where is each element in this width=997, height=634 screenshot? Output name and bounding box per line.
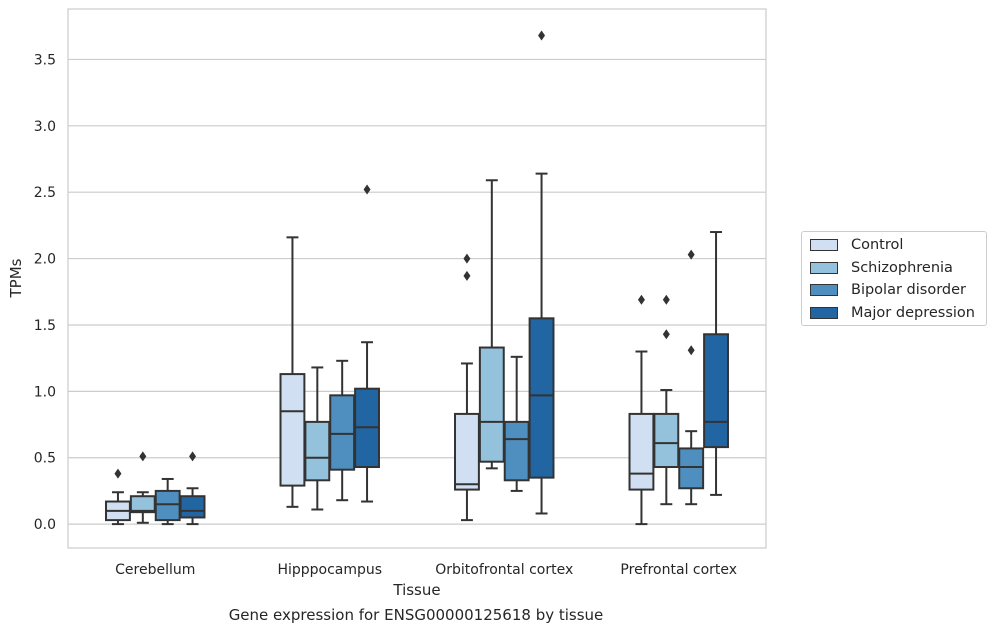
box-group — [454, 253, 480, 522]
box-marks — [105, 30, 729, 526]
box-group — [354, 184, 380, 503]
legend: Control Schizophrenia Bipolar disorder M… — [801, 231, 987, 326]
box-iqr — [628, 412, 655, 491]
x-axis-label: Tissue — [392, 581, 440, 599]
legend-item-control: Control — [810, 236, 903, 254]
y-tick-label: 1.5 — [34, 318, 56, 334]
outlier-point — [363, 184, 371, 195]
y-tick-label: 2.0 — [34, 252, 56, 268]
outlier-point — [139, 451, 147, 462]
legend-item-schizophrenia: Schizophrenia — [810, 259, 953, 277]
grid-lines — [68, 58, 766, 525]
box-group — [329, 359, 356, 502]
outlier-point — [114, 468, 122, 479]
outlier-point — [687, 345, 695, 356]
box-iqr — [503, 420, 530, 482]
box-iqr — [478, 346, 505, 463]
y-tick-labels: 0.0 0.5 1.0 1.5 2.0 2.5 3.0 3.5 — [34, 52, 56, 533]
y-tick-label: 0.5 — [34, 451, 56, 467]
box-group — [628, 294, 655, 526]
outlier-point — [662, 294, 670, 305]
box-group — [179, 451, 206, 526]
box-iqr — [653, 412, 680, 469]
y-tick-label: 0.0 — [34, 517, 56, 533]
legend-label: Schizophrenia — [851, 260, 953, 276]
legend-label: Bipolar disorder — [851, 282, 966, 298]
legend-swatch — [810, 239, 838, 251]
box-iqr — [129, 495, 156, 514]
x-tick-label: Cerebellum — [115, 562, 195, 578]
box-group — [678, 249, 705, 506]
legend-label: Major depression — [851, 305, 975, 321]
x-tick-label: Hipppocampus — [277, 562, 382, 578]
box-iqr — [179, 495, 206, 519]
legend-item-major-depression: Major depression — [810, 304, 975, 322]
box-group — [653, 294, 680, 506]
plot-frame — [67, 8, 767, 549]
y-tick-label: 3.0 — [34, 119, 56, 135]
legend-item-bipolar-disorder: Bipolar disorder — [810, 281, 966, 299]
outlier-point — [538, 30, 546, 41]
legend-swatch — [810, 262, 838, 274]
outlier-point — [662, 329, 670, 340]
box-group — [503, 355, 530, 492]
box-iqr — [304, 420, 331, 482]
box-iqr — [329, 394, 356, 471]
box-group — [304, 366, 331, 511]
box-iqr — [703, 333, 729, 449]
box-group — [129, 451, 156, 524]
box-group — [154, 477, 181, 526]
outlier-point — [637, 294, 645, 305]
x-tick-label: Orbitofrontal cortex — [435, 562, 573, 578]
y-tick-label: 1.0 — [34, 384, 56, 400]
legend-swatch — [810, 284, 838, 296]
x-tick-labels: Cerebellum Hipppocampus Orbitofrontal cort… — [115, 562, 737, 578]
y-tick-label: 2.5 — [34, 185, 56, 201]
legend-label: Control — [851, 237, 904, 253]
legend-swatch — [810, 307, 838, 319]
x-tick-label: Prefrontal cortex — [620, 562, 737, 578]
y-axis-label: TPMs — [7, 258, 25, 298]
outlier-point — [189, 451, 197, 462]
outlier-point — [463, 253, 471, 264]
box-group — [279, 236, 306, 508]
figure-caption: Gene expression for ENSG00000125618 by t… — [228, 606, 604, 624]
outlier-point — [687, 249, 695, 260]
box-group — [528, 30, 555, 515]
outlier-point — [463, 270, 471, 281]
box-iqr — [154, 489, 181, 522]
box-group — [478, 179, 505, 470]
box-iqr — [279, 373, 306, 487]
box-iqr — [678, 447, 705, 490]
box-iqr — [528, 317, 555, 479]
y-tick-label: 3.5 — [34, 52, 56, 68]
box-iqr — [454, 412, 480, 491]
box-group — [703, 231, 729, 496]
box-group — [105, 468, 131, 526]
